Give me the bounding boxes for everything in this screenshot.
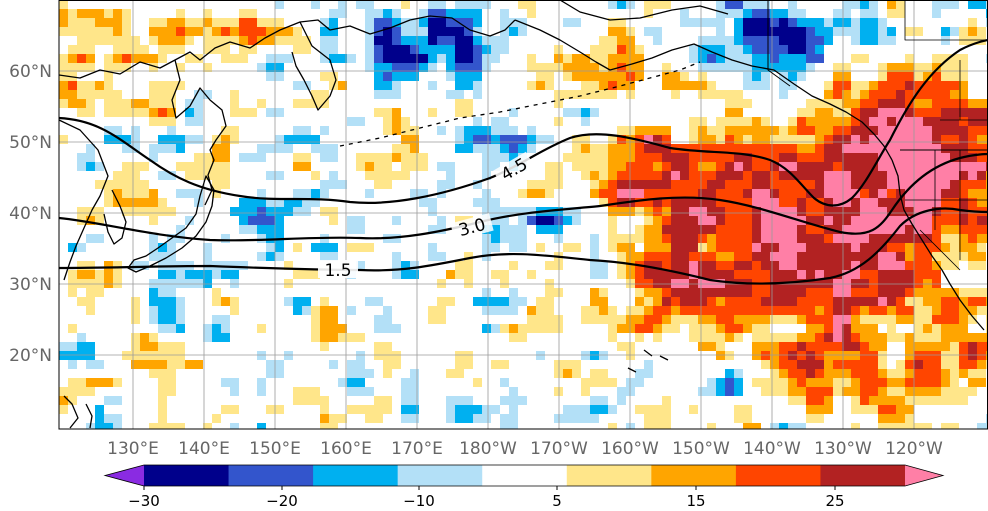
colorbar <box>103 464 945 487</box>
lon-label: 150°W <box>672 439 730 459</box>
lon-label: 160°W <box>601 439 659 459</box>
colorbar-tick-label: 15 <box>686 492 705 510</box>
latitude-labels: 60°N 50°N 40°N 30°N 20°N <box>9 62 52 366</box>
coast-hawaii <box>627 349 669 373</box>
lon-label: 150°E <box>249 439 301 459</box>
coast-alaska-north <box>559 0 729 21</box>
contour-3.0 <box>59 152 988 242</box>
lon-label: 140°E <box>178 439 230 459</box>
coast-korea <box>103 189 127 245</box>
colorbar-extend-high <box>905 465 943 486</box>
colorbar-segment <box>313 465 399 486</box>
lon-label: 140°W <box>743 439 801 459</box>
contour-4.5 <box>59 38 988 207</box>
coast-okhotsk <box>171 59 227 206</box>
lat-label: 30°N <box>9 275 52 295</box>
lat-label: 40°N <box>9 204 52 224</box>
lon-label: 130°E <box>107 439 159 459</box>
lon-label: 130°W <box>814 439 872 459</box>
contour-lines <box>59 38 988 285</box>
colorbar-tick-label: −10 <box>403 492 435 510</box>
longitude-labels: 130°E 140°E 150°E 160°E 170°E 180°W 170°… <box>107 439 943 459</box>
border-alaska-canada <box>767 0 791 87</box>
lat-label: 20°N <box>9 346 52 366</box>
colorbar-segment <box>735 465 821 486</box>
map-panel: 4.5 3.0 1.5 <box>59 0 988 429</box>
coastlines <box>59 0 988 429</box>
coast-china-korea <box>59 119 109 281</box>
colorbar-segment <box>397 465 483 486</box>
coast-kamchatka <box>291 21 337 111</box>
coast-philippines <box>63 395 93 429</box>
contour-label-1.5: 1.5 <box>324 261 351 281</box>
contour-1.5 <box>59 207 988 285</box>
colorbar-extend-low <box>105 465 144 486</box>
colorbar-segment <box>566 465 652 486</box>
lon-label: 170°W <box>530 439 588 459</box>
colorbar-segment <box>651 465 737 486</box>
coast-japan <box>127 175 215 273</box>
lon-label: 120°W <box>885 439 943 459</box>
lon-label: 160°E <box>320 439 372 459</box>
lon-label: 180°W <box>459 439 517 459</box>
coast-asia-east <box>59 15 516 79</box>
colorbar-tick-label: 25 <box>825 492 844 510</box>
colorbar-tick-label: −30 <box>128 492 160 510</box>
anomaly-field <box>59 0 988 429</box>
colorbar-tick-label: −20 <box>266 492 298 510</box>
colorbar-segment <box>144 465 230 486</box>
colorbar-ticks: −30 −20 −10 5 15 25 <box>128 486 845 510</box>
lat-label: 50°N <box>9 133 52 153</box>
lat-label: 60°N <box>9 62 52 82</box>
aleutian-islands <box>339 61 701 147</box>
colorbar-segment <box>820 465 906 486</box>
colorbar-segment <box>482 465 568 486</box>
coast-alaska <box>514 19 893 161</box>
colorbar-tick-label: 5 <box>552 492 562 510</box>
lon-label: 170°E <box>391 439 443 459</box>
coast-na-west <box>891 159 985 331</box>
colorbar-segment <box>228 465 314 486</box>
border-us-states <box>904 0 988 271</box>
